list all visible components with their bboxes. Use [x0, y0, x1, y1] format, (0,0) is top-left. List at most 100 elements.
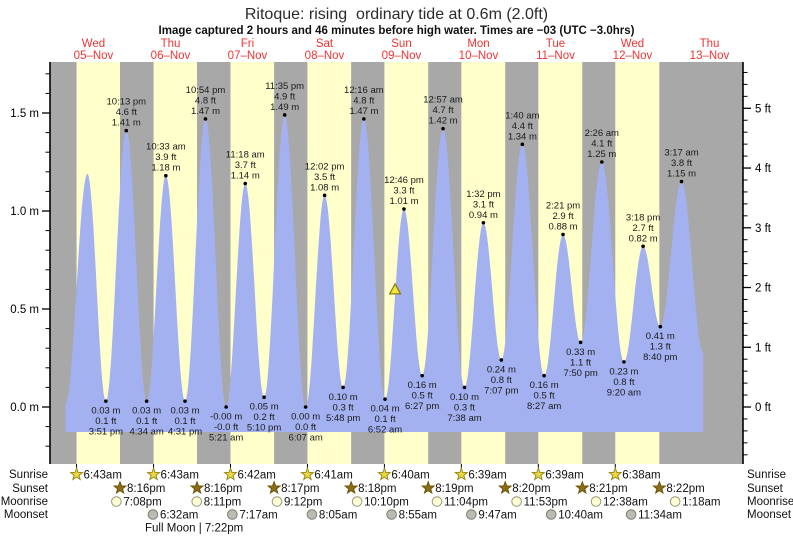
day-weekday-label: Sat	[316, 38, 334, 50]
sunset-star-icon	[112, 480, 128, 495]
moonrise-moon-icon	[431, 496, 443, 507]
moonset-moon-icon	[625, 509, 637, 520]
y-axis-right-label: 1 ft	[755, 342, 772, 354]
tide-annotation-line: 1.47 m	[349, 106, 378, 117]
tide-annotation-line: 1:40 am	[505, 110, 539, 121]
sunrise-time: 6:43am	[161, 470, 199, 482]
sunset-star-icon	[652, 480, 667, 495]
tide-extreme-dot	[104, 399, 108, 403]
tide-annotation-line: 1.14 m	[231, 171, 260, 182]
tide-annotation-line: 0.23 m	[609, 366, 638, 377]
tide-annotation-line: 0.00 m	[291, 412, 320, 423]
tide-annotation-line: 2.9 ft	[552, 211, 573, 222]
moonset-row: 6:32am 7:17am 8:05am 8:55am 9:47am 10:40am 11:…	[147, 509, 682, 522]
moonrise-time: 11:53pm	[524, 497, 568, 509]
tide-annotation-line: 10:33 am	[146, 142, 186, 153]
tide-extreme-dot	[499, 358, 504, 362]
tide-annotation-line: 0.10 m	[450, 392, 479, 403]
tide-extreme-dot	[641, 244, 645, 249]
moonrise-row: 7:08pm 8:11pm 9:12pm 10:10pm 11:04pm 11:53pm 1…	[111, 496, 721, 509]
tide-extreme-dot	[144, 399, 149, 403]
full-moon: Full Moon | 7:22pm	[145, 523, 243, 535]
tide-annotation-line: 3.3 ft	[393, 186, 414, 197]
tide-annotation-line: 0.03 m	[91, 406, 120, 417]
tide-extreme-dot	[622, 360, 626, 364]
moonrise-time: 11:04pm	[444, 497, 488, 509]
tide-annotation-line: 4.7 ft	[432, 105, 453, 116]
tide-annotation-line: 1.49 m	[270, 102, 299, 113]
tide-annotation-line: 4.4 ft	[512, 121, 533, 132]
tide-annotation-line: 5:10 pm	[247, 423, 281, 434]
tide-annotation-line: 4.8 ft	[195, 95, 216, 106]
moonset-moon-icon	[227, 509, 238, 520]
sunset-time: 8:20pm	[512, 483, 550, 495]
tide-annotation-line: 11:18 am	[226, 150, 265, 161]
sunrise-time: 6:41am	[314, 470, 352, 482]
moonrise-moon-icon	[111, 496, 122, 507]
day-weekday-label: Sun	[391, 38, 411, 50]
tide-annotation-line: 4.1 ft	[591, 139, 612, 150]
chart-subtitle: Image captured 2 hours and 46 minutes be…	[158, 25, 635, 37]
sunrise-star-icon	[223, 466, 238, 481]
sunrise-star-icon	[454, 466, 469, 481]
tide-annotation-line: 1.15 m	[667, 169, 696, 180]
tide-annotation-line: 1:32 pm	[466, 189, 500, 200]
tide-annotation-line: 0.94 m	[469, 210, 498, 221]
y-axis-left-label: 1.0 m	[10, 206, 39, 218]
tide-annotation-line: 10:13 pm	[106, 97, 146, 108]
tide-extreme-dot	[542, 373, 546, 378]
tide-annotation-line: 1.1 ft	[570, 357, 591, 368]
moonrise-time: 10:10pm	[364, 497, 409, 509]
tide-annotation-line: 0.1 ft	[136, 416, 157, 427]
moonset-moon-icon	[147, 509, 159, 520]
y-axis-left-label: 0.0 m	[10, 402, 39, 414]
tide-annotation-line: 3.5 ft	[314, 172, 335, 183]
tide-annotation-line: 3:18 pm	[626, 212, 660, 223]
tide-annotation-line: 9:20 am	[607, 387, 641, 398]
tide-area	[65, 115, 704, 432]
tide-annotation-line: 3.9 ft	[155, 152, 176, 163]
sunrise-time: 6:39am	[468, 470, 506, 482]
tide-annotation-line: 11:35 pm	[265, 81, 304, 92]
sunrise-row-label-right: Sunrise	[747, 469, 786, 481]
moonrise-time: 8:11pm	[204, 497, 242, 509]
tide-extreme-dot	[362, 117, 366, 121]
sunset-star-icon	[420, 480, 436, 495]
day-weekday-label: Thu	[161, 38, 181, 50]
moonrise-moon-icon	[191, 496, 203, 507]
tide-annotation-line: 1.3 ft	[650, 342, 671, 353]
sunset-time: 8:19pm	[435, 483, 473, 495]
tide-annotation-line: 3.8 ft	[671, 158, 692, 169]
tide-annotation-line: 0.04 m	[371, 404, 400, 415]
tide-annotation-line: 12:46 pm	[384, 175, 424, 186]
tide-annotation-line: 0.1 ft	[374, 414, 395, 425]
moonrise-row-label-right: Moonrise	[747, 496, 793, 508]
tide-annotation-line: 1.01 m	[389, 196, 418, 207]
sunset-row-label-left: Sunset	[12, 483, 48, 495]
moonset-moon-icon	[386, 509, 397, 520]
tide-annotation-line: 7:38 am	[447, 413, 481, 424]
y-axis-right-label: 2 ft	[755, 283, 772, 295]
day-date-label: 07–Nov	[228, 50, 268, 62]
axes: 0.0 m 0.5 m 1.0 m 1.5 m 0 ft 1 ft 2 ft 3 ft 4 ft…	[10, 62, 772, 469]
sunset-time: 8:17pm	[281, 483, 319, 495]
tide-extreme-dot	[561, 232, 565, 237]
sunset-star-icon	[343, 480, 359, 495]
tide-extreme-dot	[303, 405, 308, 409]
tide-annotation-line: 4:31 pm	[168, 427, 202, 438]
moonset-time: 9:47am	[478, 510, 516, 522]
day-header: Wed05–NovThu06–NovFri07–NovSat08–NovSun0…	[74, 38, 730, 62]
tide-annotation-line: 0.03 m	[170, 406, 199, 417]
tide-annotation-line: 12:02 pm	[305, 161, 345, 172]
sunrise-star-icon	[146, 466, 161, 481]
tide-extreme-dot	[420, 373, 424, 378]
tide-annotation-line: 0.16 m	[530, 380, 559, 391]
sunrise-star-icon	[608, 466, 623, 481]
tide-annotation-line: 7:07 pm	[484, 385, 518, 396]
tide-annotation-line: 12:16 am	[344, 85, 384, 96]
moonset-moon-icon	[466, 509, 477, 520]
sunset-time: 8:16pm	[127, 483, 165, 495]
tide-annotation-line: 0.41 m	[646, 331, 675, 342]
moonset-time: 11:34am	[638, 510, 682, 522]
